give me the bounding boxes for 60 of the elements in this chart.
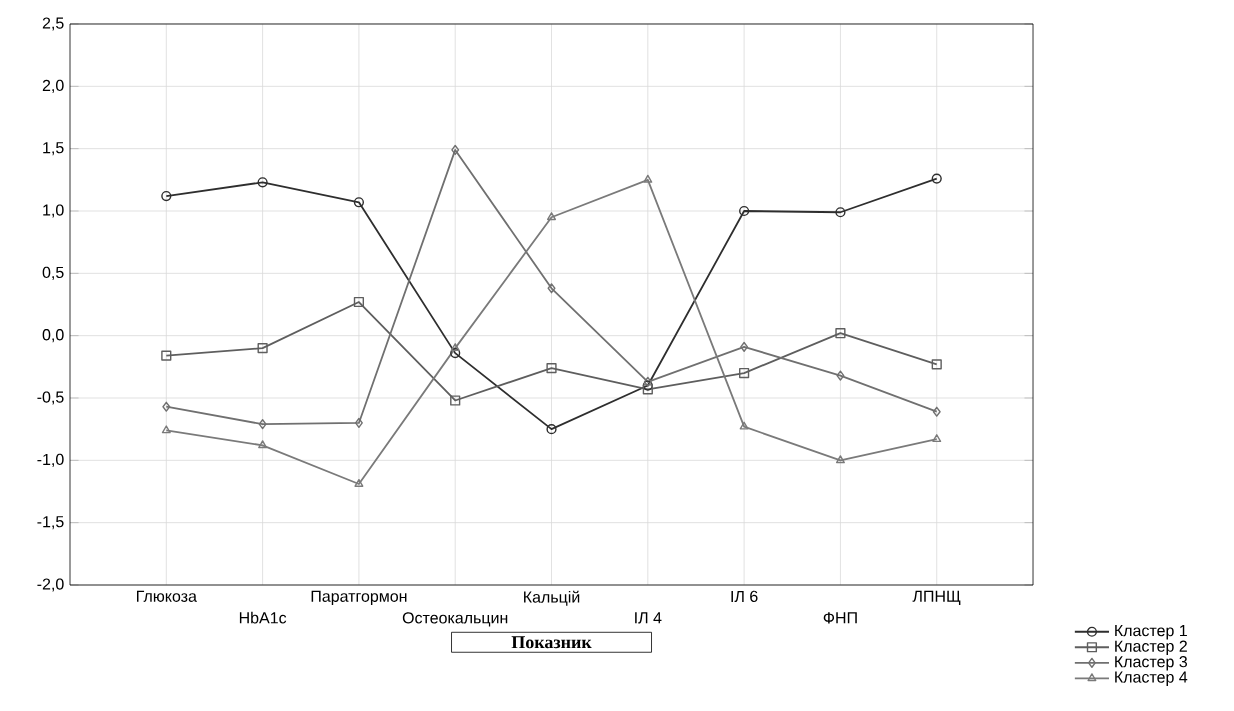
x-tick-label: Паратгормон [311,590,407,606]
point [162,401,171,412]
point [835,328,846,339]
y-tick-label: 2,5 [42,17,64,31]
legend-label: Кластер 3 [1115,656,1188,671]
point [546,424,557,435]
legend-label: Кластер 1 [1115,625,1187,640]
y-tick-label: 2,0 [42,79,64,93]
x-tick-label: Глюкоза [137,590,197,602]
point [835,455,845,464]
point [450,395,461,406]
point [642,380,653,391]
point [740,341,749,352]
x-tick-label: ІЛ 4 [635,612,662,624]
y-tick-label: -2,0 [37,578,64,592]
point [547,212,557,221]
x-tick-label: ЛПНЩ [912,590,961,605]
point [835,207,846,218]
point [451,144,460,156]
y-tick-label: 1,0 [43,204,64,218]
y-tick-label: 0,5 [42,266,64,280]
point [643,174,653,183]
point [932,406,941,417]
legend-label: Кластер 4 [1115,671,1188,686]
y-tick-label: -0,5 [37,391,64,405]
point [257,177,268,188]
x-tick-label: Кальцій [524,590,580,606]
point [161,425,171,434]
y-tick-label: 0,0 [42,329,64,343]
point [258,440,268,449]
y-tick-label: -1,0 [37,453,64,467]
point [931,359,942,370]
point [642,384,653,395]
point [932,434,942,443]
point [353,296,365,308]
x-axis-title: Показник [511,636,592,649]
point [257,343,268,354]
point [161,190,172,202]
point [739,367,750,379]
x-tick-label: HbA1c [239,611,287,624]
point [353,197,365,208]
point [258,419,267,430]
point [643,376,652,387]
point [161,350,172,361]
point [739,205,750,217]
y-tick-label: -1,5 [37,516,64,530]
point [739,421,749,430]
y-tick-label: 1,5 [43,142,64,156]
x-tick-label: Остеокальцин [402,612,508,627]
x-tick-label: ІЛ 6 [731,590,758,603]
point [450,348,461,359]
point [931,173,942,184]
point [354,478,364,487]
point [836,370,845,381]
point [547,283,556,294]
legend-label: Кластер 2 [1115,640,1187,655]
point [546,362,557,374]
point [450,343,460,352]
point [354,417,363,429]
x-tick-label: ФНП [823,612,857,624]
